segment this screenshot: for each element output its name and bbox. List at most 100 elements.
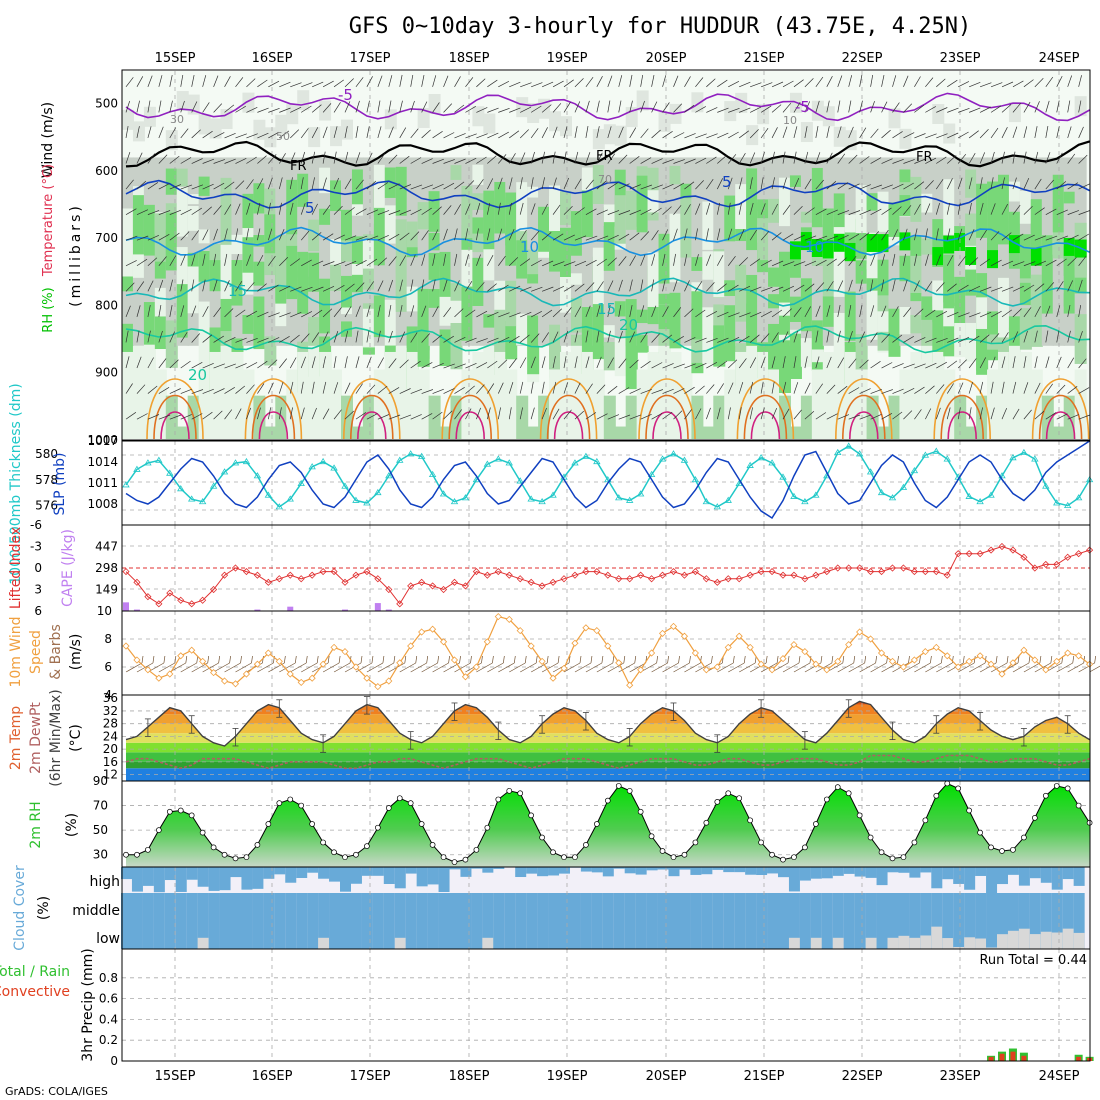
date-label: 23SEP bbox=[940, 1069, 981, 1084]
wind-barb bbox=[487, 283, 497, 292]
rh2m-point bbox=[484, 824, 491, 831]
wind-barb bbox=[826, 152, 833, 164]
cloud-low bbox=[405, 921, 417, 949]
wind-barb bbox=[771, 332, 779, 343]
rh-cell bbox=[592, 310, 605, 360]
wind10m-barb bbox=[563, 662, 581, 673]
wind-barb bbox=[454, 308, 464, 318]
wind-barb bbox=[662, 206, 672, 215]
wind-barb bbox=[136, 258, 148, 267]
cloud-low bbox=[296, 921, 308, 949]
wind-barb bbox=[640, 184, 653, 190]
wind-barb bbox=[388, 305, 392, 317]
rh-cell bbox=[362, 308, 375, 348]
rh-cell bbox=[373, 207, 386, 266]
wind-barb bbox=[574, 330, 578, 343]
wind10m-point bbox=[286, 670, 294, 678]
wind-barb bbox=[454, 280, 460, 292]
rh-cell bbox=[932, 104, 945, 125]
wind-barb bbox=[771, 381, 775, 394]
cloud-high bbox=[197, 867, 209, 887]
wind-barb bbox=[1078, 358, 1087, 369]
wind-barb bbox=[969, 312, 981, 318]
wind-barb bbox=[684, 253, 688, 266]
wind-barb bbox=[388, 183, 400, 190]
wind10m-barb-flag bbox=[1072, 655, 1075, 664]
wind10m-barb-flag bbox=[196, 655, 199, 664]
li-point bbox=[768, 568, 776, 576]
rh-cell bbox=[943, 254, 956, 299]
thickness-point bbox=[330, 464, 338, 471]
rh2m-point bbox=[188, 812, 195, 819]
cloud-high bbox=[438, 867, 450, 892]
thickness-point bbox=[374, 488, 382, 496]
wind-barb bbox=[782, 102, 792, 113]
wind-barb bbox=[519, 202, 524, 215]
wind-barb bbox=[1045, 208, 1057, 215]
li-point bbox=[450, 578, 459, 586]
cloud-low-clear bbox=[997, 934, 1008, 949]
cloud-high bbox=[997, 867, 1008, 885]
wind-barb bbox=[837, 357, 845, 369]
wind-barb bbox=[859, 279, 863, 292]
wind-barb bbox=[333, 177, 340, 190]
wind-barb bbox=[147, 75, 153, 87]
wind10m-barb bbox=[399, 662, 416, 673]
wind-barb bbox=[596, 258, 607, 267]
wind10m-barb bbox=[476, 662, 493, 673]
wind-barb bbox=[257, 79, 268, 88]
rh2m-point bbox=[309, 821, 315, 827]
tick-label: 580 bbox=[35, 447, 58, 461]
cloud-low-clear bbox=[788, 937, 800, 949]
wind10m-barb bbox=[498, 662, 515, 673]
wind-barb bbox=[662, 253, 666, 266]
wind-barb bbox=[257, 254, 264, 266]
wind10m-barb-flag bbox=[262, 655, 264, 664]
wind-barb bbox=[246, 407, 252, 420]
iso-label-fr: FR bbox=[290, 159, 307, 174]
wind-barb bbox=[487, 132, 499, 139]
wind-barb bbox=[596, 413, 608, 420]
cloud-high bbox=[635, 867, 647, 875]
rh-cell bbox=[384, 109, 397, 130]
wind-barb bbox=[322, 261, 335, 267]
wind-barb bbox=[925, 106, 936, 113]
wind-barb bbox=[311, 332, 320, 343]
rh-cell bbox=[757, 104, 770, 125]
wind-barb bbox=[158, 154, 168, 164]
wind-barb bbox=[727, 382, 734, 394]
wind-barb bbox=[968, 335, 980, 343]
wind-barb bbox=[1023, 356, 1027, 369]
wind10m-barb bbox=[739, 662, 756, 673]
cloud-mid bbox=[964, 893, 976, 921]
rh-label-10: 10 bbox=[783, 114, 797, 127]
wind-barb bbox=[1034, 101, 1040, 113]
date-label: 15SEP bbox=[155, 51, 196, 66]
label-total-rain: Total / Rain bbox=[0, 964, 70, 980]
wind-barb bbox=[147, 257, 158, 267]
wind-barb bbox=[739, 285, 751, 292]
rh-cell bbox=[844, 242, 857, 261]
rh-cell bbox=[286, 369, 299, 439]
tick-label: 1017 bbox=[87, 434, 118, 448]
wind-barb bbox=[585, 282, 595, 292]
wind-barb bbox=[344, 151, 349, 164]
cloud-high bbox=[613, 867, 625, 869]
rh-cell bbox=[877, 234, 890, 253]
wind-barb bbox=[333, 126, 338, 139]
rh-cell bbox=[505, 192, 518, 210]
wind-barb bbox=[673, 228, 678, 241]
wind-barb bbox=[618, 154, 628, 164]
wind10m-barb bbox=[695, 662, 712, 673]
cloud-high bbox=[142, 867, 154, 886]
wind10m-barb-flag bbox=[941, 655, 943, 664]
wind-barb bbox=[957, 256, 966, 266]
wind-barb bbox=[421, 413, 433, 420]
wind-barb bbox=[826, 384, 836, 394]
wind-barb bbox=[541, 309, 553, 318]
rh2m-point bbox=[845, 790, 852, 797]
rh2m-point bbox=[1075, 802, 1082, 809]
rh-cell bbox=[450, 395, 463, 439]
cloud-mid bbox=[953, 893, 965, 921]
